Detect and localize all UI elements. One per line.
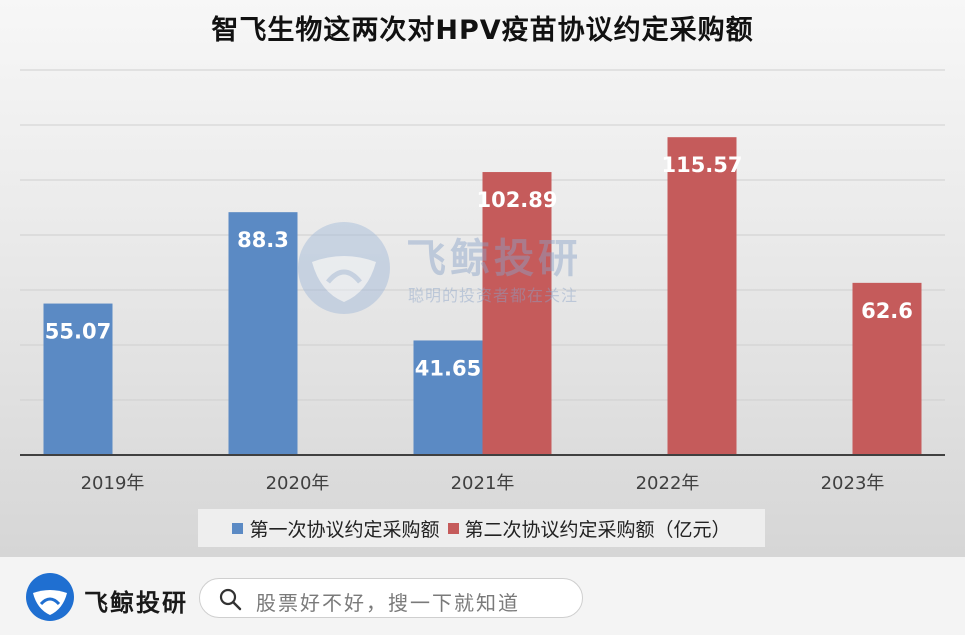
bar-series-1-2 bbox=[413, 340, 483, 455]
data-label-series-1-2: 41.65 bbox=[415, 356, 481, 380]
legend-item-series-2: 第二次协议约定采购额（亿元） bbox=[447, 515, 731, 542]
chart-title: 智飞生物这两次对HPV疫苗协议约定采购额 bbox=[211, 15, 754, 46]
bar-chart: 55.07 2019年 88.3 2020年 41.65 102.89 2021年 115.5… bbox=[20, 69, 945, 494]
bar-series-1-1 bbox=[228, 212, 298, 455]
legend-label-series-2: 第二次协议约定采购额（亿元） bbox=[464, 518, 731, 541]
bar-series-2-2 bbox=[482, 172, 552, 456]
bar-series-2-3 bbox=[667, 137, 737, 455]
chart-legend: 第一次协议约定采购额 第二次协议约定采购额（亿元） bbox=[198, 509, 765, 547]
footer-brand[interactable]: 飞鲸投研 bbox=[84, 589, 188, 617]
data-label-series-1-1: 88.3 bbox=[237, 228, 289, 252]
legend-swatch-series-2 bbox=[447, 522, 459, 534]
x-tick-label: 2021年 bbox=[451, 473, 515, 494]
legend-swatch-series-1 bbox=[232, 522, 244, 534]
search-icon bbox=[219, 588, 242, 611]
data-label-series-1-0: 55.07 bbox=[45, 320, 111, 344]
x-tick-label: 2023年 bbox=[821, 473, 885, 494]
data-label-series-2-4: 62.6 bbox=[861, 299, 913, 323]
search-placeholder: 股票好不好，搜一下就知道 bbox=[256, 591, 520, 615]
search-input[interactable]: 股票好不好，搜一下就知道 bbox=[199, 578, 583, 618]
whale-logo-icon[interactable] bbox=[26, 573, 74, 621]
bar-series-1-0 bbox=[43, 303, 113, 455]
x-tick-label: 2022年 bbox=[636, 473, 700, 494]
x-tick-label: 2019年 bbox=[81, 473, 145, 494]
data-label-series-2-3: 115.57 bbox=[661, 153, 742, 177]
legend-item-series-1: 第一次协议约定采购额 bbox=[232, 515, 440, 542]
x-tick-label: 2020年 bbox=[266, 473, 330, 494]
legend-label-series-1: 第一次协议约定采购额 bbox=[249, 518, 440, 541]
data-label-series-2-2: 102.89 bbox=[476, 188, 557, 212]
footer-bar: 飞鲸投研 股票好不好，搜一下就知道 bbox=[0, 557, 965, 635]
bar-series-2-4 bbox=[852, 282, 922, 455]
chart-area: 55.07 2019年 88.3 2020年 41.65 102.89 2021年 115.5… bbox=[0, 0, 965, 557]
